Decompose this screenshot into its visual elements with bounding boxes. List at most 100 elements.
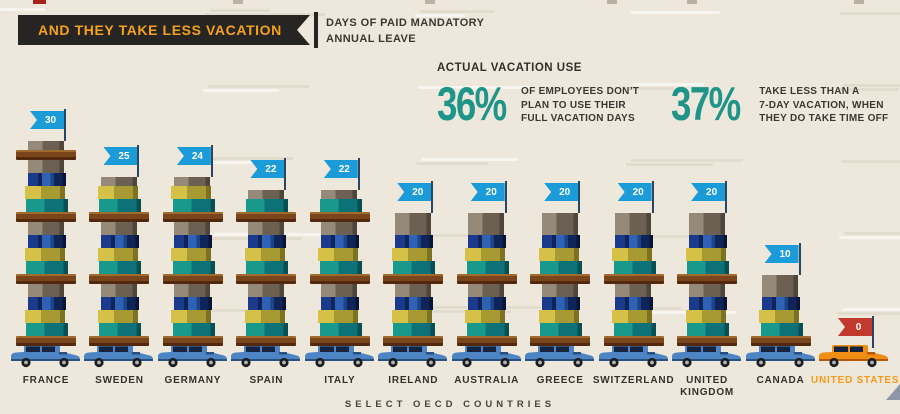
suitcase: [413, 248, 432, 261]
flag-pole: [725, 181, 728, 213]
luggage-row: [759, 310, 800, 323]
luggage-row: [100, 284, 137, 297]
suitcase: [120, 177, 137, 186]
background-dash: [203, 89, 279, 92]
luggage-row: [391, 248, 432, 261]
suitcase: [100, 284, 121, 297]
luggage-row: [26, 261, 68, 274]
luggage-row: [613, 261, 656, 274]
value-flag: 20: [470, 183, 505, 201]
luggage-row: [319, 199, 362, 212]
luggage-stack: [677, 213, 738, 346]
suitcase: [615, 284, 636, 297]
suitcase: [540, 323, 567, 336]
luggage-row: [100, 177, 137, 186]
luggage-row: [174, 177, 211, 186]
luggage-row: [466, 323, 509, 336]
luggage-row: [247, 297, 286, 310]
luggage-row: [24, 186, 65, 199]
gray-tick-decoration: [687, 0, 697, 4]
suitcase: [172, 199, 199, 212]
suitcase: [635, 284, 652, 297]
stat-desc-line: OF EMPLOYEES DON’T: [521, 86, 640, 97]
suitcase: [762, 284, 783, 297]
luggage-stack: [456, 213, 517, 346]
suitcase: [702, 235, 715, 248]
luggage-row: [688, 213, 725, 222]
suitcase: [321, 297, 336, 310]
background-dash: [208, 85, 309, 88]
suitcase: [272, 261, 289, 274]
bar-chart-columns: 30 FRANCE 25 SWEDEN 24 GERMANY 22 SPAIN 22 ITALY 2…: [11, 90, 899, 400]
suitcase: [244, 310, 267, 323]
luggage-row: [541, 297, 580, 310]
value-flag-assembly: 22: [250, 158, 288, 190]
luggage-row: [171, 186, 212, 199]
suitcase: [340, 248, 359, 261]
luggage-row: [26, 199, 68, 212]
luggage-row: [394, 297, 433, 310]
stat-value: 37%: [671, 77, 741, 130]
suitcase: [27, 160, 48, 173]
luggage-row: [319, 261, 362, 274]
suitcase: [345, 323, 362, 336]
luggage-plank: [530, 274, 591, 284]
value-flag-assembly: 20: [691, 181, 729, 213]
suitcase: [319, 323, 346, 336]
suitcase: [688, 222, 709, 235]
luggage-plank: [677, 336, 738, 346]
luggage-row: [762, 284, 799, 297]
suitcase: [639, 323, 656, 336]
suitcase: [629, 297, 642, 310]
gray-tick-decoration: [854, 0, 864, 4]
suitcase: [24, 310, 47, 323]
suitcase: [24, 186, 47, 199]
luggage-row: [244, 310, 285, 323]
suitcase: [53, 235, 66, 248]
suitcase: [321, 235, 336, 248]
luggage-row: [394, 284, 431, 297]
suitcase: [272, 199, 289, 212]
suitcase: [488, 213, 505, 222]
suitcase: [97, 310, 120, 323]
suitcase: [688, 235, 703, 248]
suitcase: [273, 297, 286, 310]
suitcase: [487, 248, 506, 261]
suitcase: [24, 248, 47, 261]
suitcase: [52, 323, 68, 336]
suitcase: [760, 323, 787, 336]
red-tick-decoration: [33, 0, 46, 4]
stat-37-percent: 37% TAKE LESS THAN A 7-DAY VACATION, WHE…: [671, 80, 888, 128]
suitcase: [244, 248, 267, 261]
suitcase: [194, 284, 211, 297]
background-dash: [632, 307, 681, 310]
suitcase: [318, 248, 341, 261]
luggage-row: [321, 222, 358, 235]
suitcase: [393, 261, 420, 274]
suitcase: [126, 235, 139, 248]
luggage-row: [687, 323, 730, 336]
luggage-row: [321, 297, 360, 310]
suitcase: [46, 310, 65, 323]
suitcase: [172, 261, 199, 274]
luggage-plank: [603, 274, 664, 284]
background-dash: [421, 158, 518, 161]
corner-decoration: [886, 384, 900, 400]
suitcase: [194, 222, 211, 235]
suitcase: [702, 297, 715, 310]
luggage-plank: [383, 336, 444, 346]
suitcase: [420, 297, 433, 310]
suitcase: [759, 310, 782, 323]
flag-pole: [137, 145, 140, 177]
luggage-stack: [309, 190, 370, 346]
suitcase: [762, 297, 777, 310]
luggage-stack: [383, 213, 444, 346]
luggage-row: [244, 248, 285, 261]
value-flag-assembly: 25: [103, 145, 141, 177]
car-icon: [82, 342, 156, 369]
suitcase: [541, 297, 556, 310]
luggage-row: [615, 222, 652, 235]
header-divider: [314, 12, 318, 48]
gray-tick-decoration: [607, 0, 617, 4]
luggage-stack: [89, 177, 150, 346]
